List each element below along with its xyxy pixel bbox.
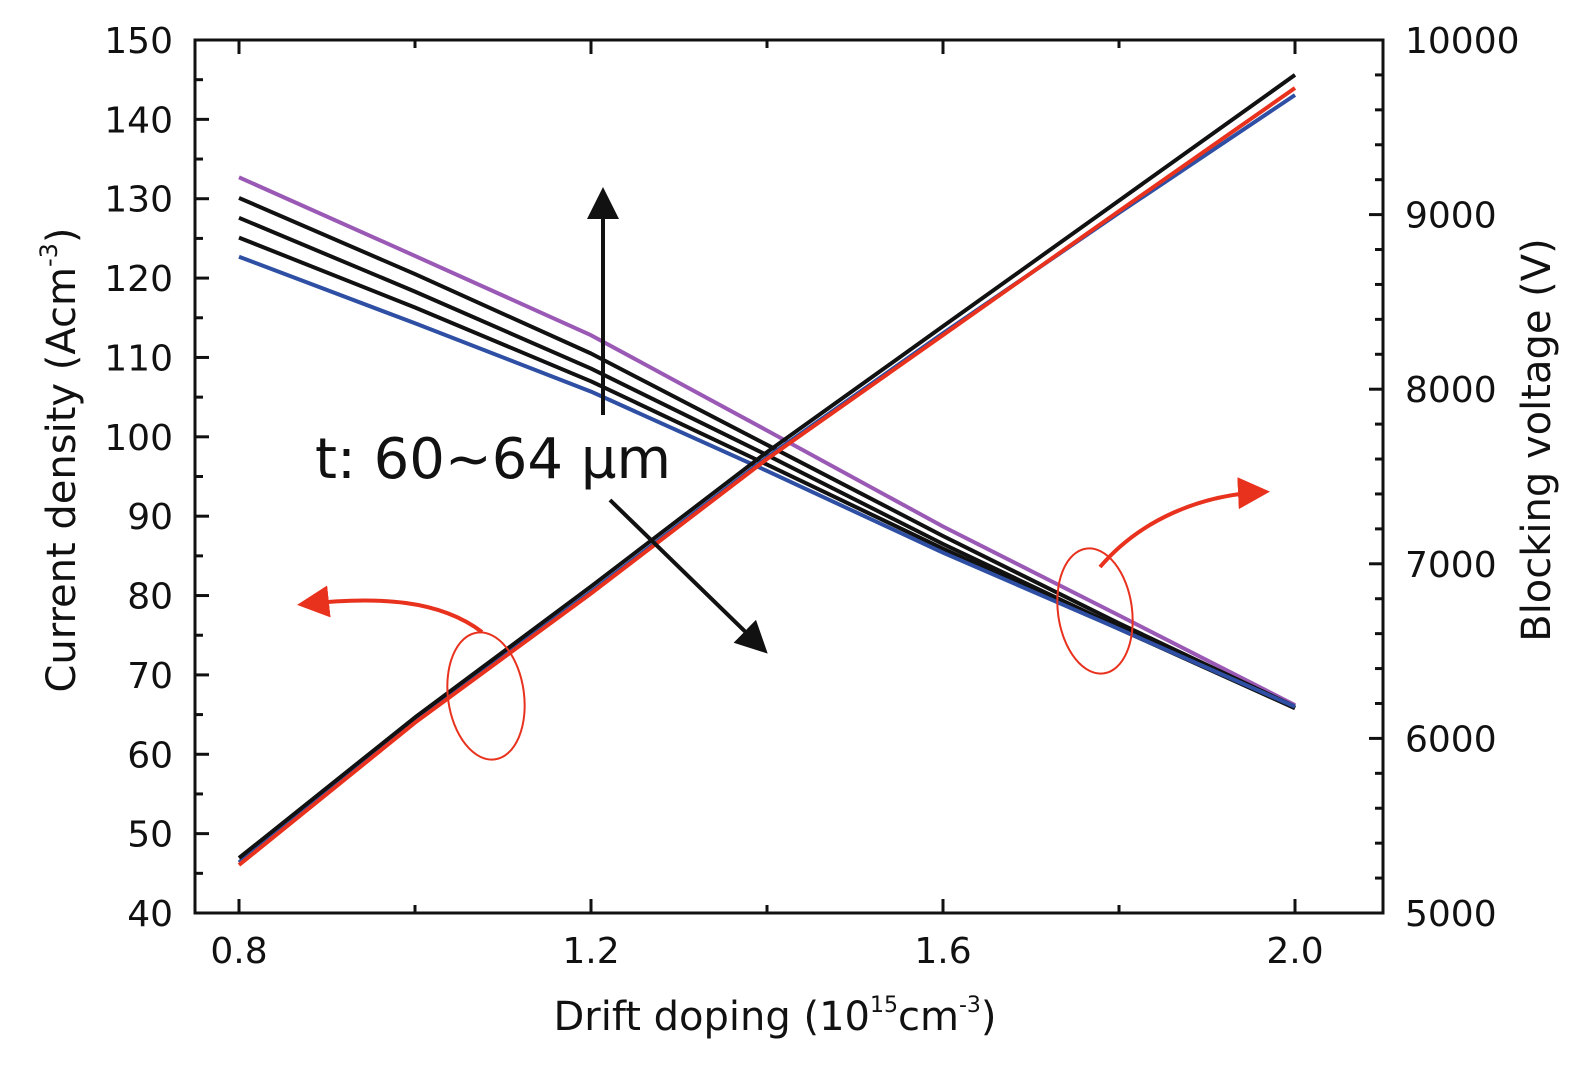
thickness-annotation: t: 60~64 µm xyxy=(315,427,671,492)
x-axis-label-exp1: 15 xyxy=(870,993,898,1018)
blocking-voltage-line xyxy=(237,86,1297,867)
y2-tick-label: 8000 xyxy=(1405,370,1497,411)
y-tick-label: 120 xyxy=(104,259,173,300)
blocking-voltage-line xyxy=(237,73,1297,860)
y2-tick-label: 10000 xyxy=(1405,21,1520,62)
current-density-line xyxy=(238,254,1296,709)
x-tick-label: 1.2 xyxy=(562,931,619,972)
y-axis-label: Current density (Acm-3) xyxy=(35,227,85,692)
y-tick-label: 50 xyxy=(127,815,173,856)
right-axis-pointer-arrow xyxy=(1098,477,1270,569)
right-series-marker-ellipse xyxy=(1056,547,1134,675)
x-axis-label-mid: cm xyxy=(898,994,959,1040)
y2-axis-label: Blocking voltage (V) xyxy=(1514,238,1560,642)
y-axis-label-exp: -3 xyxy=(35,243,63,267)
x-axis-label-end: ) xyxy=(981,994,997,1040)
y2-tick-label: 6000 xyxy=(1405,719,1497,760)
left-axis-pointer-arrow xyxy=(297,585,484,634)
y-axis-label-main: Current density (Acm xyxy=(39,267,85,693)
y-tick-label: 110 xyxy=(104,338,173,379)
y2-tick-label: 5000 xyxy=(1405,894,1497,935)
decrease-arrow xyxy=(608,498,768,654)
x-axis-label-exp2: -3 xyxy=(959,993,981,1018)
x-axis-label: Drift doping (1015cm-3) xyxy=(554,993,997,1040)
y-tick-label: 70 xyxy=(127,656,173,697)
y2-tick-label: 7000 xyxy=(1405,545,1497,586)
x-tick-label: 2.0 xyxy=(1266,931,1323,972)
y-tick-label: 60 xyxy=(127,735,173,776)
left-series-marker-ellipse xyxy=(446,631,526,761)
x-axis-label-main: Drift doping (10 xyxy=(554,994,870,1040)
current-density-line xyxy=(238,196,1296,709)
current-density-line xyxy=(238,175,1296,707)
x-tick-label: 0.8 xyxy=(210,931,267,972)
y2-tick-label: 9000 xyxy=(1405,196,1497,237)
y-tick-label: 100 xyxy=(104,418,173,459)
y-tick-label: 90 xyxy=(127,497,173,538)
y-tick-label: 150 xyxy=(104,21,173,62)
y-tick-label: 140 xyxy=(104,100,173,141)
y-tick-label: 130 xyxy=(104,180,173,221)
y-axis-label-end: ) xyxy=(39,227,85,243)
y-tick-label: 40 xyxy=(127,894,173,935)
x-tick-label: 1.6 xyxy=(914,931,971,972)
y-tick-label: 80 xyxy=(127,577,173,618)
